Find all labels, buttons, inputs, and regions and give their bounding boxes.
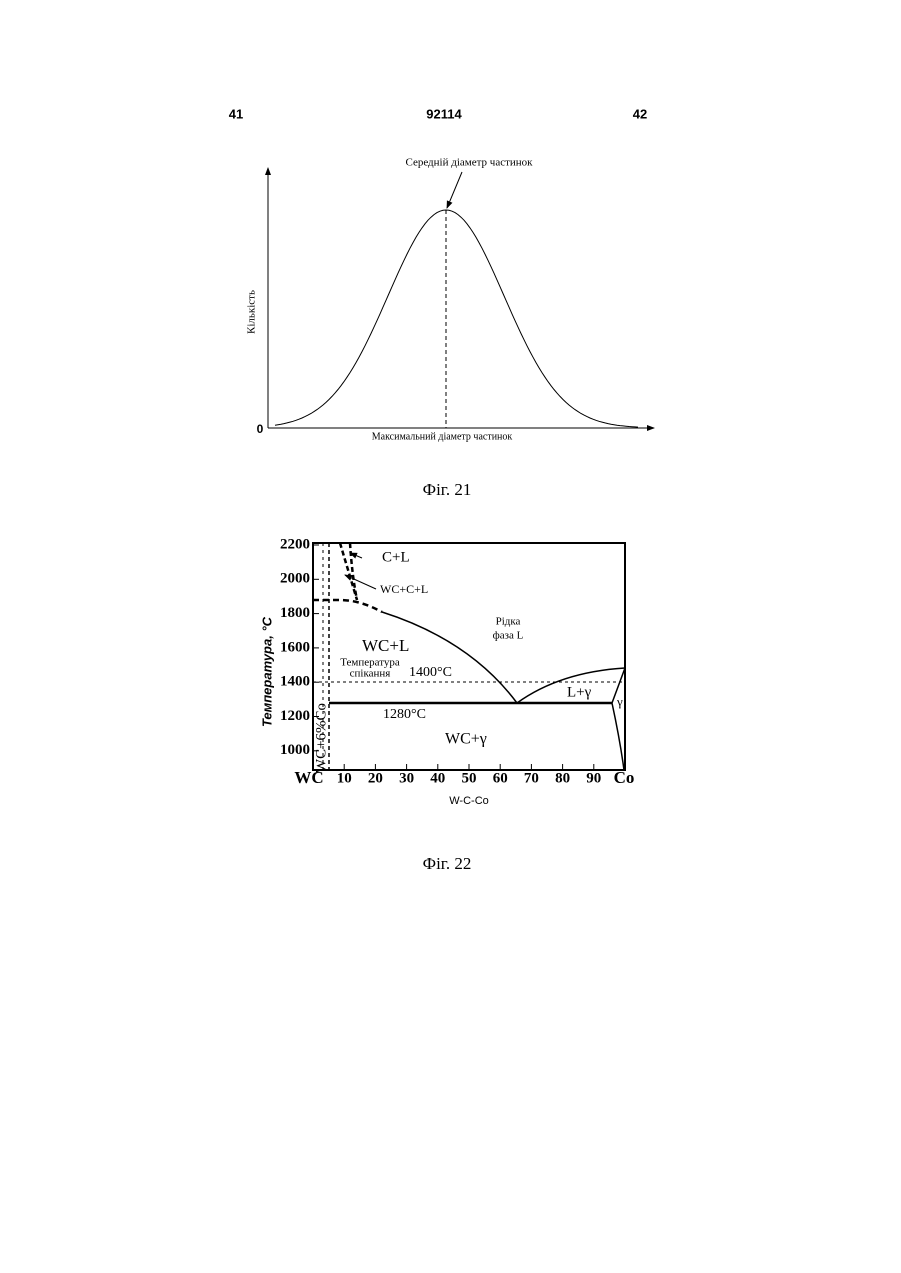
y-tick-label: 1800 — [280, 605, 310, 621]
y-tick-label: 1000 — [280, 742, 310, 758]
region-label: спікання — [350, 668, 391, 680]
y-tick-label: 2000 — [280, 571, 310, 587]
composition-label: WC+6%Co — [313, 703, 329, 773]
x-tick-label: Co — [614, 768, 635, 787]
temperature-label: 1280°C — [383, 707, 426, 722]
x-tick-label: 90 — [586, 770, 601, 786]
y-axis-label: Температура, °C — [259, 616, 274, 727]
patent-number: 92114 — [426, 106, 462, 121]
y-axis-label: Кількість — [246, 290, 258, 334]
x-tick-label: 80 — [555, 770, 570, 786]
x-tick-label: 30 — [399, 770, 414, 786]
caption: Фіг. 22 — [423, 854, 472, 873]
origin-label: 0 — [257, 422, 264, 436]
x-tick-label: 50 — [462, 770, 477, 786]
y-tick-label: 2200 — [280, 536, 310, 552]
x-tick-label: 20 — [368, 770, 383, 786]
x-tick-label: 60 — [493, 770, 508, 786]
gamma-boundary — [612, 668, 625, 770]
x-tick-label: 40 — [430, 770, 445, 786]
page: 41 92114 42 Середній діаметр частинок Кі… — [0, 0, 901, 1273]
page-number-left: 41 — [229, 106, 243, 121]
carbon-boundary — [340, 543, 357, 600]
y-tick-label: 1200 — [280, 708, 310, 724]
temperature-label: 1400°C — [409, 665, 452, 680]
x-tick-label: 70 — [524, 770, 539, 786]
x-axis-label: Максимальний діаметр частинок — [372, 431, 513, 442]
page-number-right: 42 — [633, 106, 647, 121]
y-tick-label: 1400 — [280, 674, 310, 690]
x-tick-label: 10 — [337, 770, 352, 786]
region-label: C+L — [382, 549, 410, 565]
y-tick-label: 1600 — [280, 639, 310, 655]
arrow — [345, 575, 376, 589]
annotation-arrow — [447, 172, 462, 208]
region-label: L+γ — [567, 684, 592, 700]
region-label: γ — [616, 694, 623, 709]
distribution-curve — [275, 210, 638, 427]
region-label: Рідка — [496, 616, 521, 628]
x-axis-label: W-C-Co — [449, 795, 489, 807]
annotation: Середній діаметр частинок — [405, 157, 533, 169]
region-label: WC+C+L — [380, 582, 428, 596]
region-label: WC+L — [362, 636, 409, 655]
caption: Фіг. 21 — [423, 480, 472, 499]
figure-21 — [268, 168, 654, 428]
region-label: WC+γ — [445, 731, 487, 748]
region-label: фаза L — [493, 630, 524, 642]
